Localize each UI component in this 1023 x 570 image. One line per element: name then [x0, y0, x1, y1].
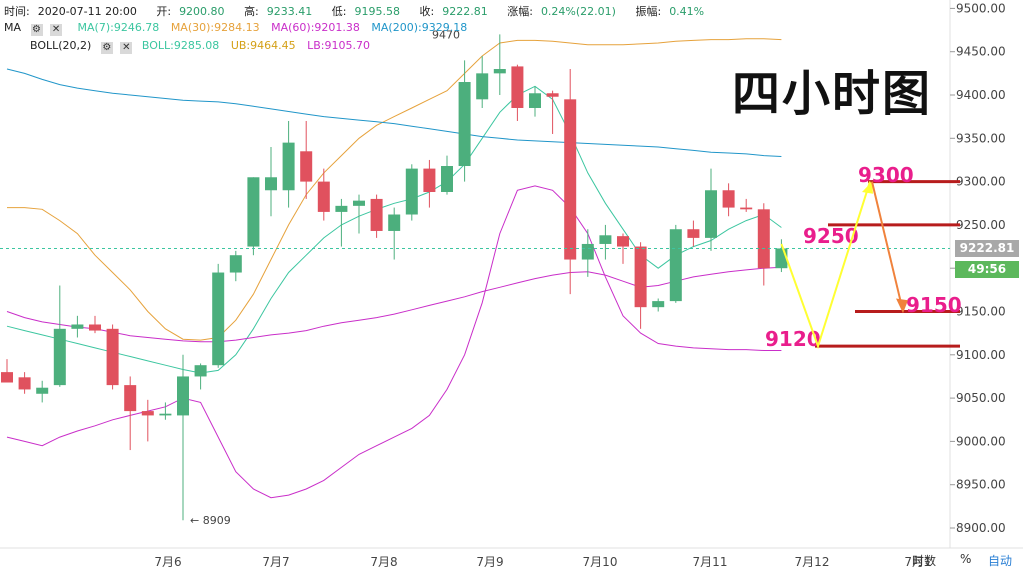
candle-body — [722, 190, 735, 208]
projection-path-up — [780, 181, 871, 350]
candle-body — [617, 236, 629, 247]
candle-body — [194, 365, 207, 377]
close-icon[interactable]: ✕ — [120, 42, 133, 54]
y-tick-label: 9050.00 — [956, 391, 1006, 405]
gear-icon[interactable]: ⚙ — [100, 42, 113, 54]
y-tick-label: 9250.00 — [956, 218, 1006, 232]
candle-body — [634, 246, 647, 308]
y-tick-label: 8900.00 — [956, 521, 1006, 535]
series-line-ma30 — [7, 38, 782, 341]
ma-indicator-name: MA — [4, 21, 22, 34]
ma-legend: MA ⚙ ✕ MA(7):9246.78 MA(30):9284.13 MA(6… — [4, 21, 468, 36]
candle-body — [335, 205, 348, 212]
y-tick-label: 9400.00 — [956, 88, 1006, 102]
y-tick-label: 8950.00 — [956, 478, 1006, 492]
chart-title: 四小时图 — [732, 66, 933, 122]
candle-body — [18, 377, 31, 390]
candle-body — [423, 168, 436, 192]
candle-body — [71, 324, 84, 329]
candle-body — [599, 235, 612, 244]
candle-body — [388, 214, 401, 231]
candle-body — [652, 301, 665, 308]
y-tick-label: 9300.00 — [956, 175, 1006, 189]
candle-body — [405, 168, 418, 215]
candle-body — [493, 69, 506, 74]
candle-body — [511, 66, 524, 108]
candle-body — [529, 93, 541, 108]
candle-body — [564, 99, 577, 260]
candle-body — [282, 142, 295, 191]
series-line-ma7 — [6, 85, 782, 374]
candle-body — [441, 166, 453, 192]
candle-body — [212, 272, 225, 366]
close-icon[interactable]: ✕ — [50, 24, 63, 36]
candle-body — [229, 255, 242, 273]
y-tick-label: 9100.00 — [956, 348, 1006, 362]
candle-body — [458, 82, 471, 167]
low-marker-label: ← 8909 — [190, 514, 231, 527]
candle-body — [141, 411, 154, 416]
x-tick-label: 7月11 — [693, 555, 728, 569]
high-marker-label: 9470 — [432, 28, 460, 41]
candle-body — [476, 73, 489, 100]
annotation-9300: 9300 — [858, 163, 914, 187]
candle-body — [124, 385, 137, 412]
ohlc-header: 时间: 2020-07-11 20:00 开: 9200.80 高: 9233.41 … — [4, 5, 705, 18]
y-tick-label: 9350.00 — [956, 131, 1006, 145]
candle-body — [247, 177, 260, 247]
series-line-ma200 — [6, 68, 782, 157]
x-tick-label: 7月1 — [904, 555, 931, 569]
x-tick-label: 7月6 — [154, 555, 181, 569]
gear-icon[interactable]: ⚙ — [30, 24, 43, 36]
candle-countdown: 49:56 — [955, 261, 1019, 278]
candle-body — [757, 209, 770, 269]
time-axis-button[interactable]: 时数 — [912, 554, 937, 568]
x-tick-label: 7月7 — [262, 555, 289, 569]
candle-body — [36, 387, 49, 394]
candle-body — [177, 376, 189, 416]
candle-body — [159, 413, 172, 416]
candle-body — [669, 229, 682, 302]
candle-body — [317, 181, 330, 212]
candle-body — [53, 328, 66, 386]
candle-body — [546, 93, 559, 97]
y-tick-label: 9450.00 — [956, 45, 1006, 59]
x-tick-label: 7月10 — [583, 555, 618, 569]
candle-body — [106, 328, 119, 386]
y-tick-label: 9500.00 — [956, 1, 1006, 15]
x-tick-label: 7月12 — [795, 555, 830, 569]
series-line-ma60 — [6, 266, 782, 343]
auto-scale-button[interactable]: 自动 — [988, 554, 1013, 568]
annotation-9120: 9120 — [765, 327, 821, 351]
x-tick-label: 7月8 — [370, 555, 397, 569]
annotation-9150: 9150 — [906, 293, 962, 317]
x-tick-label: 7月9 — [476, 555, 503, 569]
boll-legend: BOLL(20,2) ⚙ ✕ BOLL:9285.08 UB:9464.45 L… — [30, 39, 370, 54]
candle-body — [370, 198, 383, 231]
candle-body — [300, 151, 313, 182]
candle-body — [265, 177, 277, 191]
y-tick-label: 9000.00 — [956, 434, 1006, 448]
series-line-lb — [6, 185, 782, 499]
candle-body — [353, 200, 365, 206]
arrow-head-up — [862, 181, 873, 194]
arrow-head-down — [896, 298, 908, 314]
current-price-tag: 9222.81 — [955, 240, 1019, 257]
candle-body — [89, 324, 101, 331]
candle-body — [1, 372, 13, 383]
percent-scale-button[interactable]: % — [960, 552, 972, 566]
y-tick-label: 9150.00 — [956, 305, 1006, 319]
candle-body — [687, 229, 700, 238]
boll-indicator-name: BOLL(20,2) — [30, 39, 92, 52]
candle-body — [740, 207, 753, 210]
projection-path-down — [871, 181, 903, 308]
candle-body — [705, 190, 717, 238]
candle-body — [581, 243, 594, 260]
